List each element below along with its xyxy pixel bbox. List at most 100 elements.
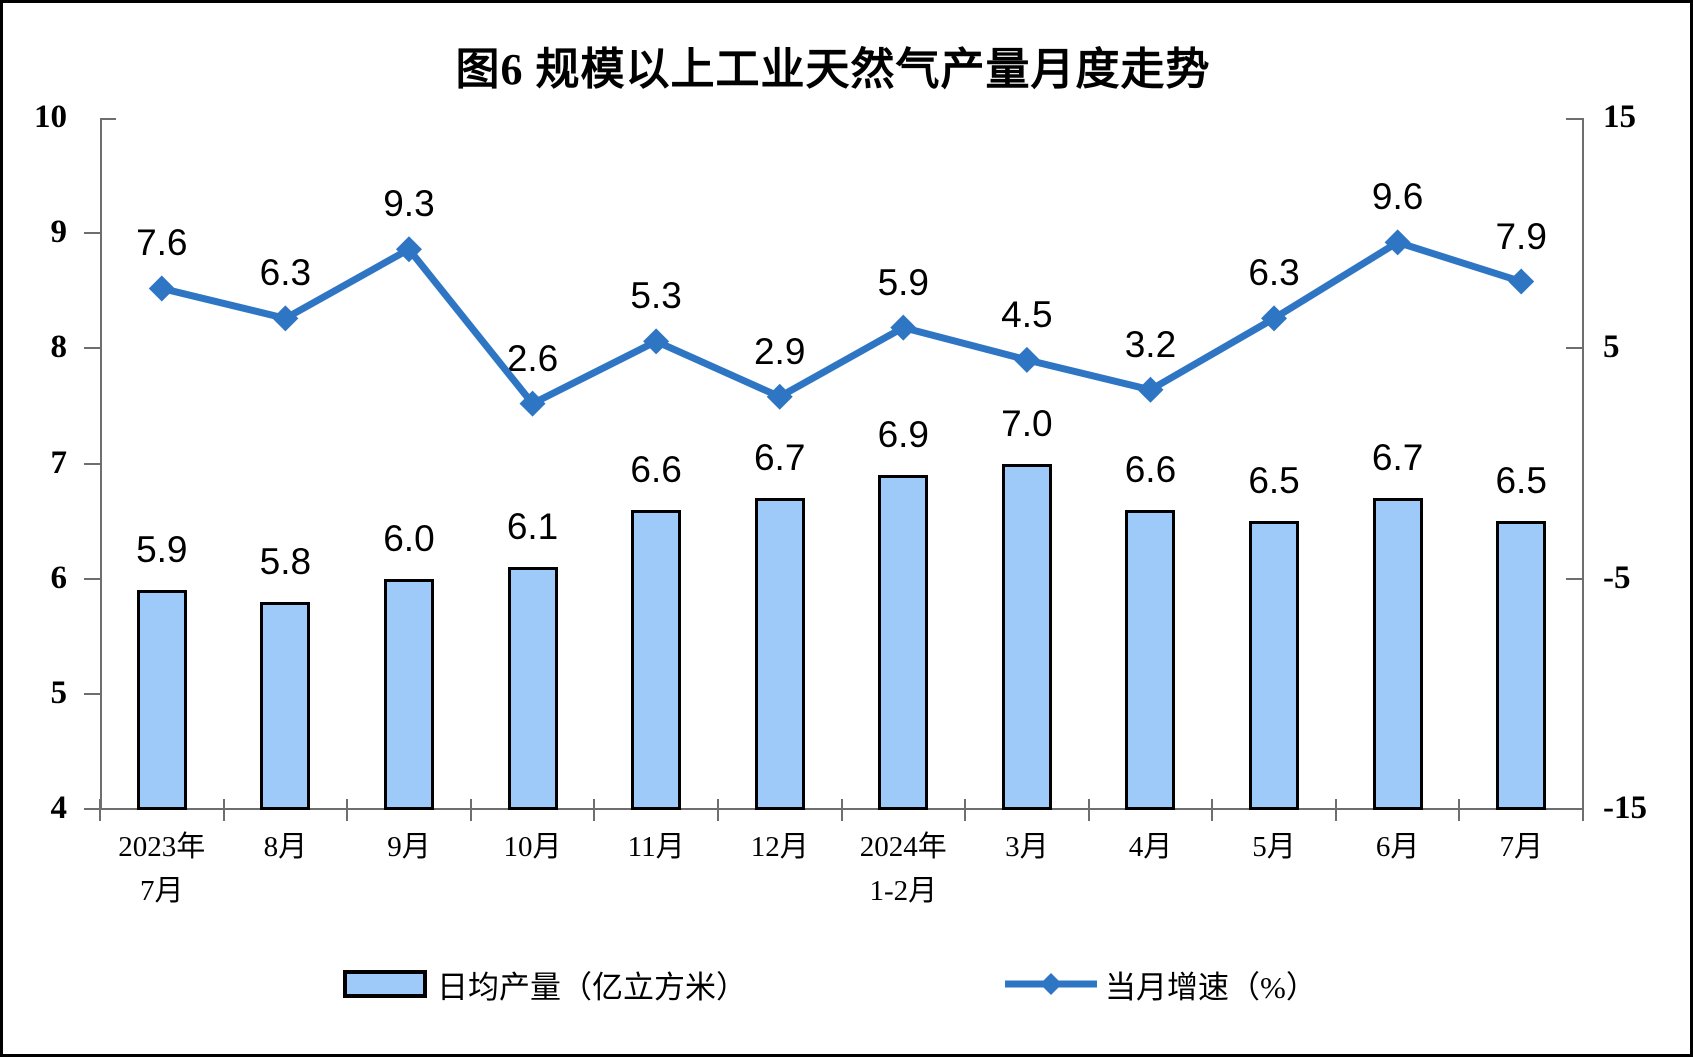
bar <box>260 601 311 810</box>
legend-line-label: 当月增速（%） <box>1105 969 1317 1005</box>
y-axis-right-tick-label: 5 <box>1603 329 1620 366</box>
x-axis-category-label: 5月 <box>1252 831 1296 863</box>
x-axis-category-label: 7月 <box>1499 831 1543 863</box>
bar-value-label: 6.9 <box>877 414 929 456</box>
y-axis-left-line <box>100 118 102 809</box>
bar-value-label: 5.9 <box>136 529 188 571</box>
line-point-label: 5.9 <box>877 261 929 303</box>
bar <box>878 475 929 810</box>
line-point-label: 6.3 <box>1248 252 1300 294</box>
legend-item-bar: 日均产量（亿立方米） <box>343 961 747 1007</box>
x-axis-tick <box>1334 799 1337 821</box>
x-axis-category-label: 3月 <box>1005 831 1049 863</box>
y-axis-left-tick-label: 10 <box>34 99 67 135</box>
bar-value-label: 6.1 <box>506 506 559 548</box>
y-axis-right-tick-label: -15 <box>1603 790 1647 826</box>
line-point-label: 5.3 <box>630 275 682 317</box>
line-point-label: 7.6 <box>136 222 188 264</box>
line-point-label: 3.2 <box>1124 323 1177 365</box>
y-axis-left-tick <box>102 118 116 120</box>
bar-swatch <box>343 970 427 998</box>
bar <box>383 578 434 810</box>
legend-item-line: 当月增速（%） <box>1003 961 1317 1007</box>
y-axis-left-tick <box>84 232 100 235</box>
line-marker <box>1261 305 1288 332</box>
bar <box>136 590 187 810</box>
bar-value-label: 6.6 <box>1124 448 1177 490</box>
x-axis-tick <box>1582 799 1584 821</box>
line-point-label: 9.6 <box>1371 176 1424 218</box>
line-marker <box>643 328 670 355</box>
chart-title: 图6 规模以上工业天然气产量月度走势 <box>455 45 1211 94</box>
x-axis-tick <box>1458 799 1461 821</box>
bar-value-label: 6.5 <box>1248 460 1300 502</box>
bar <box>1496 521 1547 810</box>
y-axis-left-tick-label: 7 <box>50 444 68 481</box>
x-axis-tick <box>964 799 967 821</box>
bar <box>507 567 558 810</box>
y-axis-left-tick-label: 5 <box>50 674 68 711</box>
line-marker <box>1508 268 1535 295</box>
y-axis-right-tick <box>1566 118 1582 120</box>
y-axis-left-tick-label: 8 <box>50 329 68 366</box>
line-marker <box>148 275 175 302</box>
bar <box>1001 463 1052 810</box>
line-marker <box>1013 346 1040 373</box>
x-axis-category-label: 4月 <box>1128 831 1173 863</box>
x-axis-category-label: 2024年 1-2月 <box>859 831 947 907</box>
x-axis-category-label: 11月 <box>627 831 685 863</box>
x-axis-tick <box>99 799 101 821</box>
bar <box>1372 498 1423 810</box>
legend-bar-label: 日均产量（亿立方米） <box>437 969 747 1005</box>
bar-value-label: 6.5 <box>1495 460 1547 502</box>
bar <box>1249 521 1300 810</box>
line-marker <box>766 383 793 410</box>
y-axis-left-tick <box>84 462 100 465</box>
bar-value-label: 6.7 <box>753 437 806 479</box>
bar-value-label: 6.6 <box>630 448 682 490</box>
line-marker <box>395 236 422 263</box>
bar <box>754 498 805 810</box>
y-axis-left-tick-label: 9 <box>50 214 68 251</box>
x-axis-category-label: 8月 <box>263 831 308 863</box>
line-marker <box>519 390 546 417</box>
x-axis-tick <box>1211 799 1214 821</box>
bar <box>1125 509 1176 810</box>
x-axis-category-label: 9月 <box>387 831 431 863</box>
line-point-label: 2.9 <box>753 330 806 372</box>
x-axis-tick <box>593 799 596 821</box>
x-axis-tick <box>469 799 472 821</box>
x-axis-category-label: 10月 <box>503 831 562 863</box>
x-axis-category-label: 6月 <box>1375 831 1420 863</box>
y-axis-right-line <box>1582 118 1584 809</box>
y-axis-left-tick <box>84 577 100 580</box>
line-point-label: 6.3 <box>259 252 312 294</box>
bar <box>631 509 682 810</box>
x-axis-tick <box>1087 799 1090 821</box>
line-marker <box>272 305 299 332</box>
bar-value-label: 6.0 <box>383 517 435 559</box>
y-axis-left-tick <box>84 347 100 350</box>
line-point-label: 2.6 <box>506 337 559 379</box>
bar-value-label: 5.8 <box>259 540 312 582</box>
y-axis-left-tick-label: 6 <box>50 559 68 596</box>
y-axis-left-tick <box>84 808 100 810</box>
x-axis-tick <box>346 799 349 821</box>
line-point-label: 7.9 <box>1495 215 1547 257</box>
x-axis-category-label: 12月 <box>750 831 809 863</box>
x-axis-category-label: 2023年 7月 <box>118 831 206 907</box>
line-point-label: 9.3 <box>383 183 435 225</box>
line-marker <box>1137 376 1164 403</box>
x-axis-tick <box>716 799 719 821</box>
line-marker <box>1384 229 1411 256</box>
y-axis-right-tick-label: 15 <box>1603 99 1636 135</box>
bar-value-label: 6.7 <box>1371 437 1424 479</box>
line-swatch <box>1005 973 1097 995</box>
y-axis-left-tick-label: 4 <box>50 790 68 826</box>
bar-value-label: 7.0 <box>1001 402 1053 444</box>
x-axis-tick <box>222 799 225 821</box>
y-axis-left-tick <box>84 692 100 695</box>
y-axis-right-tick <box>1566 347 1582 350</box>
line-marker <box>890 314 917 341</box>
